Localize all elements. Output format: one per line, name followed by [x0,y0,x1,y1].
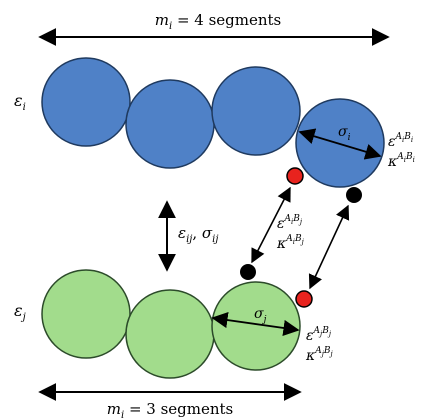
assoc-kappa-jj-label: κAjBj [305,346,333,364]
chain-i-segment-3 [211,66,301,156]
sigma-j-label: σj [254,306,267,325]
assoc-epsilon-ij-label: εAiBj [277,214,303,232]
assoc-kappa-ii-label: κAiBi [387,152,415,170]
assoc-kappa-ij-label: κAiBj [276,234,305,252]
sigma-i-label: σi [338,124,351,143]
chain-i-segments-label: mi = 4 segments [155,11,282,32]
assoc-bond-arrow-1 [251,186,291,264]
chain-i-segment-1 [41,57,131,147]
site-b-chain-i [346,187,362,203]
chain-j-segment-3 [211,281,301,371]
assoc-epsilon-jj-label: εAjBj [306,326,332,344]
assoc-bond-arrow-2 [308,204,350,290]
dispersion-params-label: εij, σij [178,224,218,245]
site-b-chain-j [240,264,256,280]
site-a-chain-j [295,290,313,308]
chain-i-segment-4 [295,98,385,188]
epsilon-j-label: εj [14,301,26,323]
assoc-epsilon-ii-label: εAiBi [388,132,413,150]
epsilon-i-label: εi [14,91,26,113]
sigma-i-arrow [298,128,382,160]
chain-i [41,57,385,188]
chain-j-segment-1 [41,269,131,359]
site-a-chain-i [286,167,304,185]
chain-j-segment-2 [125,289,215,379]
chain-j-segments-label: mi = 3 segments [107,400,234,419]
sigma-j-arrow [211,312,300,336]
chain-i-segment-2 [125,79,215,169]
